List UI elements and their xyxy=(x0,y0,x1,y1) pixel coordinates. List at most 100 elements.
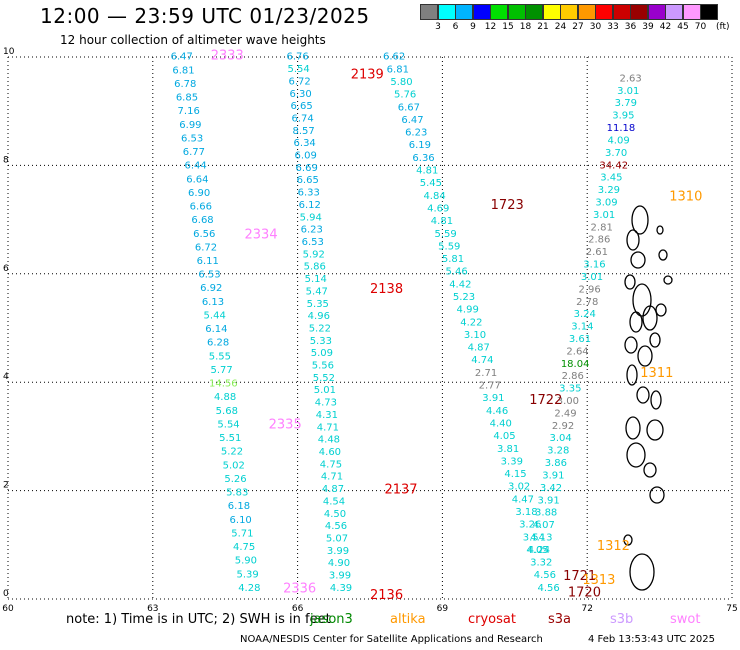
wave-height-value: 5.54 xyxy=(287,64,309,75)
island-outline xyxy=(626,364,638,386)
wave-height-value: 3.14 xyxy=(571,322,593,333)
island-outline xyxy=(629,311,643,333)
legend-label: 36 xyxy=(624,22,637,32)
wave-height-value: 4.15 xyxy=(504,469,526,480)
wave-height-value: 5.81 xyxy=(442,254,464,265)
wave-height-value: 5.22 xyxy=(221,447,243,458)
wave-height-value: 5.02 xyxy=(223,460,245,471)
wave-height-value: 3.09 xyxy=(595,197,617,208)
legend-label: 15 xyxy=(502,22,514,32)
map-title: 12:00 — 23:59 UTC 01/23/2025 xyxy=(40,4,370,28)
credit-text: NOAA/NESDIS Center for Satellite Applica… xyxy=(240,634,543,645)
wave-height-value: 6.64 xyxy=(186,174,208,185)
wave-height-value: 6.69 xyxy=(296,163,318,174)
time-label: 1310 xyxy=(669,190,702,205)
wave-height-value: 5.35 xyxy=(307,299,329,310)
wave-height-value: 6.10 xyxy=(230,515,252,526)
wave-height-value: 6.30 xyxy=(289,89,311,100)
island-outline xyxy=(643,462,657,478)
wave-height-value: 3.01 xyxy=(617,86,639,97)
wave-height-value: 3.61 xyxy=(569,334,591,345)
island-outline xyxy=(629,553,655,591)
wave-height-value: 4.39 xyxy=(330,583,352,594)
wave-height-value: 6.85 xyxy=(176,93,198,104)
wave-height-value: 4.71 xyxy=(317,422,339,433)
wave-height-value: 5.83 xyxy=(226,488,248,499)
wave-height-value: 4.73 xyxy=(315,398,337,409)
y-tick-label: 2 xyxy=(3,481,9,491)
color-legend: 3 6 9 12 15 18 21 24 27 30 33 36 39 42 45 70 (ft) xyxy=(420,4,730,38)
wave-height-value: 6.74 xyxy=(292,113,314,124)
wave-height-value: 2.96 xyxy=(578,284,600,295)
wave-height-value: 2.61 xyxy=(586,247,608,258)
wave-height-value: 4.75 xyxy=(320,459,342,470)
wave-height-value: 3.86 xyxy=(545,458,567,469)
wave-height-value: 6.23 xyxy=(405,128,427,139)
wave-height-value: 6.47 xyxy=(171,52,193,63)
wave-height-value: 6.12 xyxy=(299,200,321,211)
wave-height-value: 6.77 xyxy=(183,147,205,158)
y-tick-label: 10 xyxy=(3,47,15,57)
wave-height-value: 4.40 xyxy=(490,418,512,429)
legend-label: 9 xyxy=(470,22,476,32)
wave-height-value: 3.88 xyxy=(535,508,557,519)
wave-height-value: 4.09 xyxy=(607,135,629,146)
island-outline xyxy=(649,332,661,348)
legend-label: 39 xyxy=(642,22,654,32)
wave-height-value: 5.86 xyxy=(304,262,326,273)
wave-height-value: 5.80 xyxy=(390,77,412,88)
x-tick-label: 66 xyxy=(292,604,304,614)
wave-height-value: 6.72 xyxy=(195,242,217,253)
wave-height-value: 5.46 xyxy=(446,267,468,278)
wave-height-value: 11.18 xyxy=(607,123,636,134)
wave-height-value: 4.07 xyxy=(533,520,555,531)
wave-height-value: 3.79 xyxy=(615,98,637,109)
island-outline xyxy=(646,419,664,441)
wave-height-value: 5.44 xyxy=(204,310,226,321)
map-subtitle: 12 hour collection of altimeter wave hei… xyxy=(60,33,326,47)
legend-swatch xyxy=(700,4,718,20)
legend-label: 70 xyxy=(694,22,707,32)
wave-height-value: 5.33 xyxy=(310,336,332,347)
wave-height-value: 3.91 xyxy=(542,470,564,481)
legend-label: 3 xyxy=(435,22,441,32)
wave-height-value: 5.59 xyxy=(434,229,456,240)
wave-height-value: 2.86 xyxy=(562,371,584,382)
wave-height-value: 6.56 xyxy=(193,229,215,240)
time-label: 1311 xyxy=(640,366,673,381)
wave-height-value: 6.18 xyxy=(228,501,250,512)
wave-height-value: 4.96 xyxy=(308,311,330,322)
wave-height-value: 2.71 xyxy=(475,368,497,379)
wave-height-value: 5.47 xyxy=(306,286,328,297)
time-label: 1722 xyxy=(529,393,562,408)
wave-height-value: 5.01 xyxy=(314,385,336,396)
legend-label: 33 xyxy=(607,22,619,32)
wave-height-value: 3.29 xyxy=(598,185,620,196)
island-outline xyxy=(663,275,673,285)
island-outline xyxy=(656,225,664,235)
wave-height-value: 5.54 xyxy=(217,419,239,430)
wave-height-value: 4.71 xyxy=(321,472,343,483)
wave-height-value: 4.75 xyxy=(233,542,255,553)
legend-label: 6 xyxy=(452,22,459,32)
time-label: 2139 xyxy=(351,68,384,83)
time-label: 1723 xyxy=(491,198,524,213)
wave-height-value: 2.49 xyxy=(554,408,576,419)
x-tick-label: 72 xyxy=(581,604,592,614)
wave-height-value: 5.23 xyxy=(453,292,475,303)
wave-height-value: 4.87 xyxy=(468,343,490,354)
wave-height-value: 5.45 xyxy=(420,178,442,189)
island-outline xyxy=(649,486,665,504)
wave-height-value: 4.28 xyxy=(238,583,260,594)
legend-label: 24 xyxy=(554,22,567,32)
time-label: 2333 xyxy=(211,49,244,64)
wave-height-value: 6.66 xyxy=(190,202,212,213)
wave-height-value: 6.11 xyxy=(197,256,219,267)
island-outline xyxy=(630,251,646,269)
time-label: 1720 xyxy=(568,585,601,600)
wave-height-value: 5.51 xyxy=(219,433,241,444)
wave-height-value: 4.84 xyxy=(423,191,445,202)
wave-height-value: 6.99 xyxy=(179,120,201,131)
satellite-label-s3a: s3a xyxy=(548,612,572,627)
